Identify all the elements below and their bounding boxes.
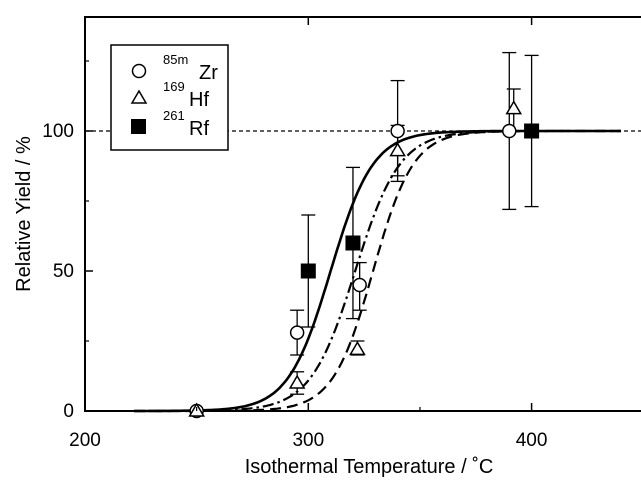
plot-frame [84, 16, 641, 412]
data-point-circle-1 [289, 325, 305, 340]
x-axis-title: Isothermal Temperature / ˚C [245, 456, 494, 478]
data-point-square-2 [524, 123, 540, 139]
x-tick-label-200: 200 [69, 430, 101, 451]
legend-element-hf: Hf [189, 89, 209, 111]
legend-marker-circle [131, 63, 147, 79]
legend-element-zr: Zr [199, 62, 218, 84]
data-point-circle-3 [390, 123, 405, 139]
fit-curve-solid [134, 129, 621, 413]
data-point-triangle-1 [288, 374, 306, 389]
data-point-circle-2 [352, 277, 367, 293]
y-tick-label-0: 0 [63, 401, 74, 422]
data-point-circle-4 [502, 123, 517, 139]
x-tick-label-300: 300 [292, 430, 324, 451]
data-point-triangle-4 [505, 100, 523, 115]
legend-box [110, 44, 229, 151]
fit-curve-dashdot [134, 129, 621, 413]
legend-marker-triangle [130, 89, 148, 104]
data-point-triangle-2 [349, 340, 366, 356]
data-point-square-1 [345, 235, 361, 251]
legend-mass-hf: 169 [163, 79, 185, 94]
x-tick-label-400: 400 [516, 430, 548, 451]
legend-mass-rf: 261 [163, 108, 185, 123]
legend-element-rf: Rf [189, 118, 209, 140]
y-axis-title: Relative Yield / % [13, 136, 35, 292]
fit-curve-dashed [134, 129, 621, 413]
y-tick-label-50: 50 [53, 261, 74, 282]
legend: 85m Zr 169 Hf 261 Rf [110, 44, 229, 151]
data-point-square-0 [300, 263, 316, 279]
legend-marker-square [131, 119, 146, 134]
y-tick-label-100: 100 [42, 121, 74, 142]
data-point-triangle-3 [389, 142, 406, 157]
legend-mass-zr: 85m [163, 52, 188, 67]
